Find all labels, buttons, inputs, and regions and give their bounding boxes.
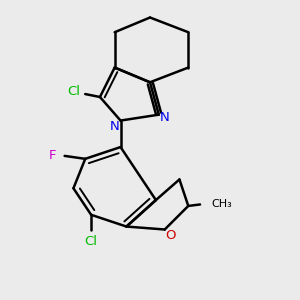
Text: Cl: Cl	[85, 235, 98, 248]
Text: N: N	[160, 111, 169, 124]
Text: CH₃: CH₃	[212, 200, 232, 209]
Text: O: O	[165, 229, 176, 242]
Text: N: N	[110, 120, 119, 133]
Text: Cl: Cl	[67, 85, 80, 98]
Text: F: F	[49, 149, 57, 162]
